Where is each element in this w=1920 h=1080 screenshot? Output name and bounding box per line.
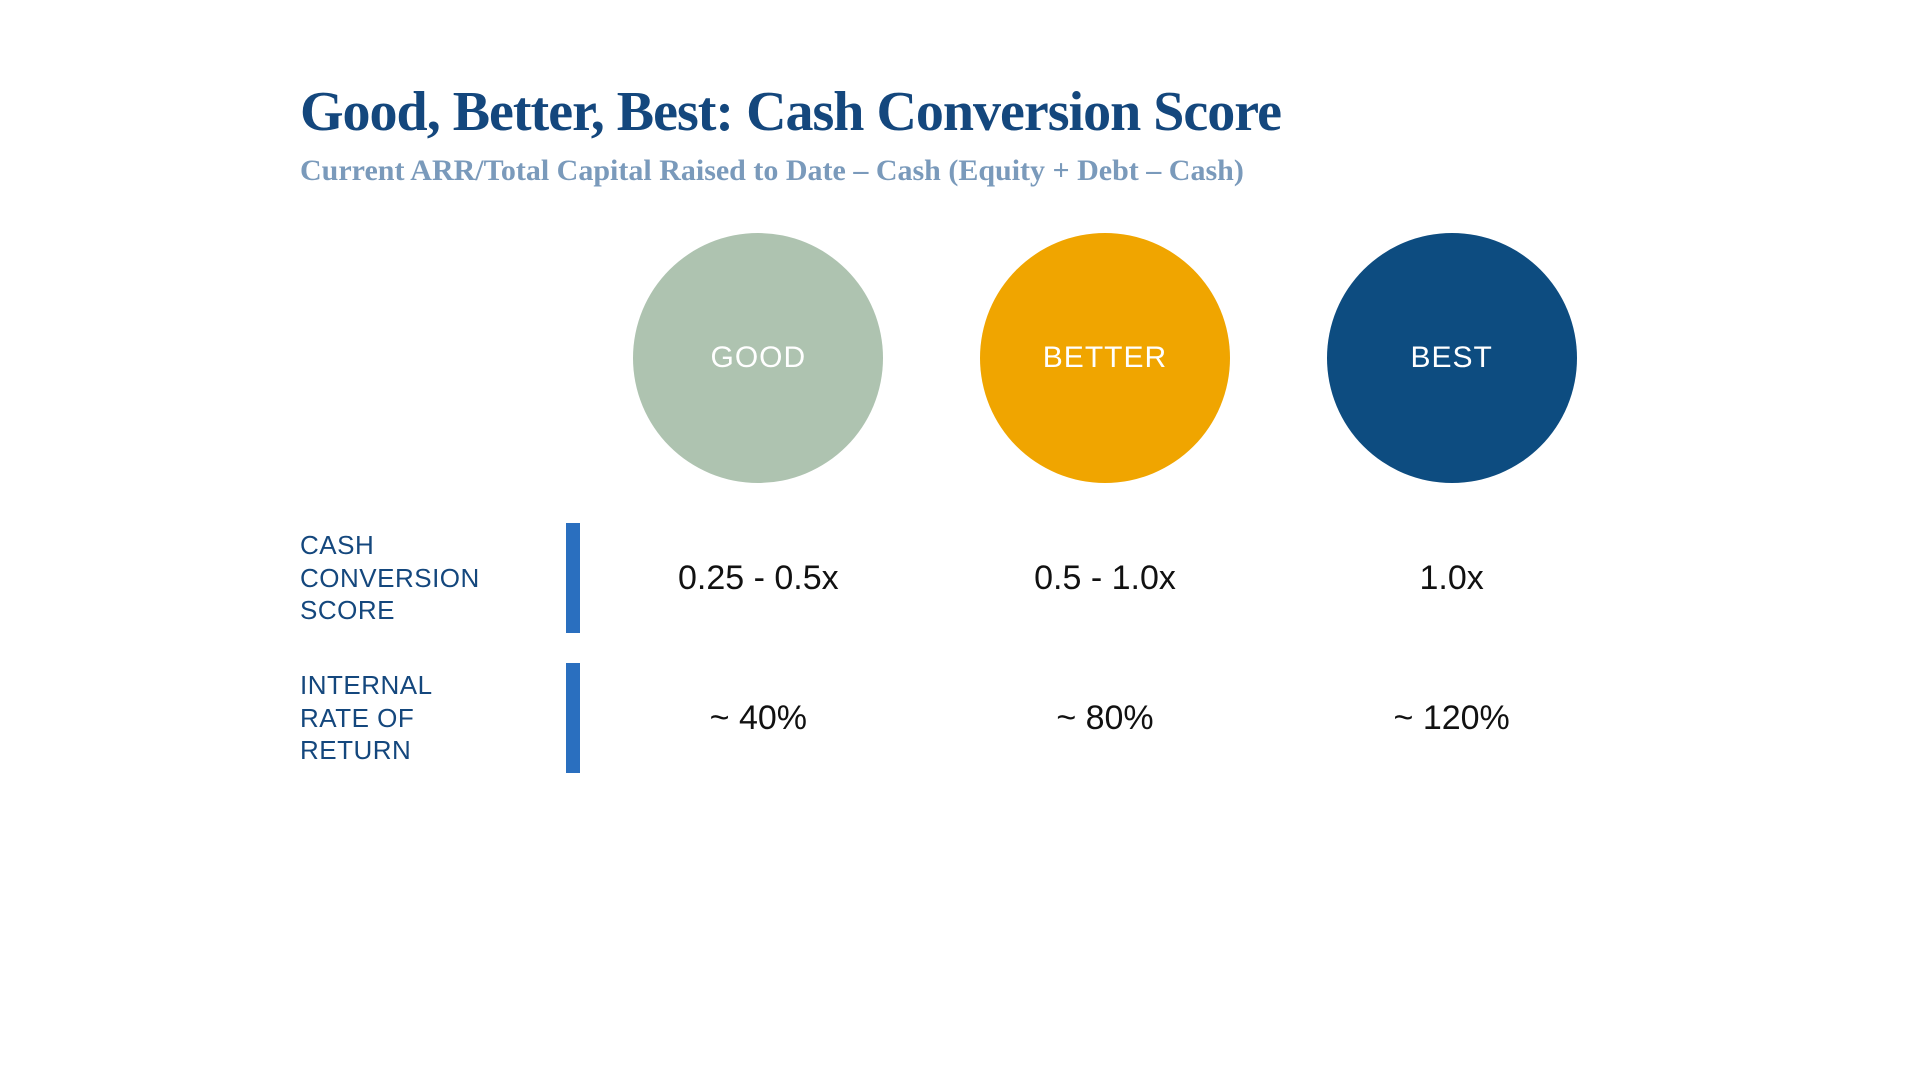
slide-subtitle: Current ARR/Total Capital Raised to Date… — [300, 154, 1620, 188]
circle-better: BETTER — [980, 233, 1230, 483]
row-label-ccs: CASHCONVERSIONSCORE — [300, 529, 550, 627]
tier-circle-good: GOOD — [590, 233, 927, 483]
infographic-grid: GOOD BETTER BEST CASHCONVERSIONSCORE 0.2… — [300, 218, 1620, 778]
tier-circle-better: BETTER — [937, 233, 1274, 483]
irr-good-value: ~ 40% — [590, 699, 927, 738]
row-label-cell-irr: INTERNALRATE OFRETURN — [300, 658, 580, 778]
row-label-cell-ccs: CASHCONVERSIONSCORE — [300, 518, 580, 638]
slide-title: Good, Better, Best: Cash Conversion Scor… — [300, 80, 1620, 144]
row-bar-irr — [566, 663, 580, 773]
slide: Good, Better, Best: Cash Conversion Scor… — [240, 50, 1680, 860]
ccs-better-value: 0.5 - 1.0x — [937, 559, 1274, 598]
irr-best-value: ~ 120% — [1283, 699, 1620, 738]
circle-best: BEST — [1327, 233, 1577, 483]
tier-circle-best: BEST — [1283, 233, 1620, 483]
row-bar-ccs — [566, 523, 580, 633]
ccs-good-value: 0.25 - 0.5x — [590, 559, 927, 598]
circle-good: GOOD — [633, 233, 883, 483]
ccs-best-value: 1.0x — [1283, 559, 1620, 598]
irr-better-value: ~ 80% — [937, 699, 1274, 738]
row-label-irr: INTERNALRATE OFRETURN — [300, 669, 550, 767]
